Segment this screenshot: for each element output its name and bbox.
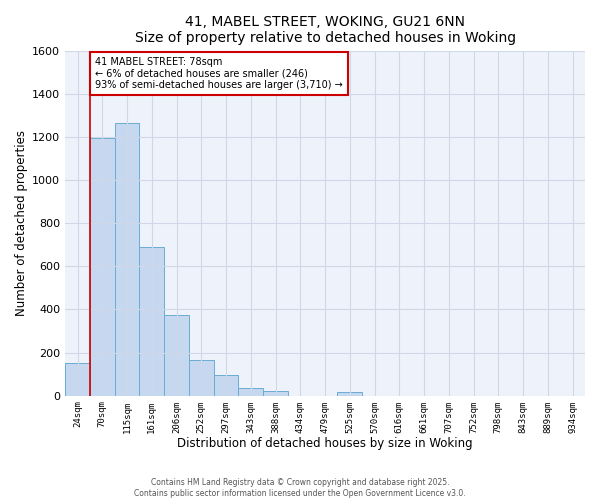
Bar	[189, 360, 214, 396]
Bar	[238, 388, 263, 396]
Bar	[214, 375, 238, 396]
Bar	[139, 247, 164, 396]
Bar	[90, 138, 115, 396]
Bar	[263, 392, 288, 396]
Bar	[115, 123, 139, 396]
Y-axis label: Number of detached properties: Number of detached properties	[15, 130, 28, 316]
Bar	[337, 392, 362, 396]
Title: 41, MABEL STREET, WOKING, GU21 6NN
Size of property relative to detached houses : 41, MABEL STREET, WOKING, GU21 6NN Size …	[134, 15, 515, 45]
X-axis label: Distribution of detached houses by size in Woking: Distribution of detached houses by size …	[177, 437, 473, 450]
Text: 41 MABEL STREET: 78sqm
← 6% of detached houses are smaller (246)
93% of semi-det: 41 MABEL STREET: 78sqm ← 6% of detached …	[95, 57, 343, 90]
Bar	[164, 315, 189, 396]
Bar	[65, 364, 90, 396]
Text: Contains HM Land Registry data © Crown copyright and database right 2025.
Contai: Contains HM Land Registry data © Crown c…	[134, 478, 466, 498]
